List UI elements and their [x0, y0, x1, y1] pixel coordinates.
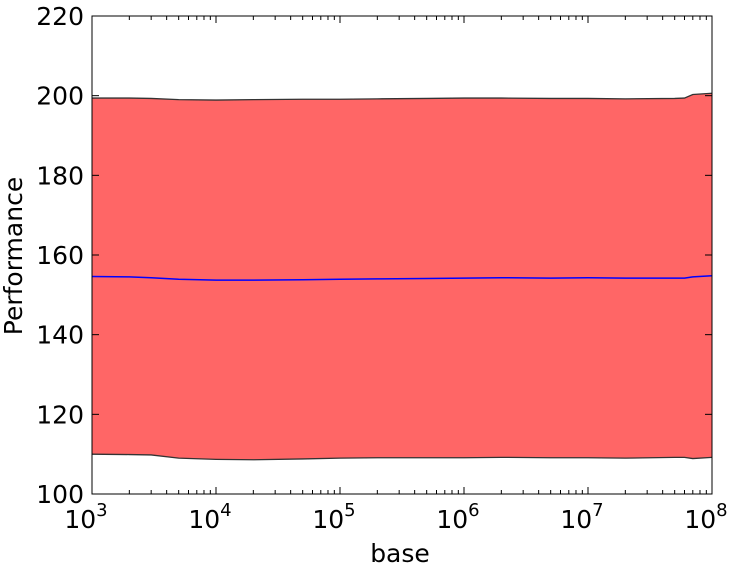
- y-tick-label: 160: [36, 241, 84, 270]
- x-axis-label: base: [370, 539, 430, 568]
- y-tick-label: 180: [36, 161, 84, 190]
- confidence-band: [92, 93, 712, 460]
- upper-bound-line: [92, 92, 713, 101]
- y-tick-label: 100: [36, 480, 84, 509]
- x-tick-label: 106: [436, 500, 479, 534]
- y-tick-label: 220: [36, 2, 84, 31]
- y-tick-label: 140: [36, 321, 84, 350]
- y-axis-label: Performance: [0, 177, 28, 335]
- x-tick-label: 107: [560, 500, 603, 534]
- x-tick-label: 108: [684, 500, 727, 534]
- x-tick-label: 103: [64, 500, 107, 534]
- x-tick-label: 105: [312, 500, 355, 534]
- y-tick-label: 120: [36, 400, 84, 429]
- plot-area: [91, 92, 713, 461]
- axes: 100 120 140 160 180 200 220 103 104 105 106 107 108: [36, 2, 727, 534]
- y-tick-label: 200: [36, 82, 84, 111]
- mean-line: [91, 274, 713, 281]
- lower-bound-line: [91, 453, 713, 461]
- x-tick-label: 104: [188, 500, 231, 534]
